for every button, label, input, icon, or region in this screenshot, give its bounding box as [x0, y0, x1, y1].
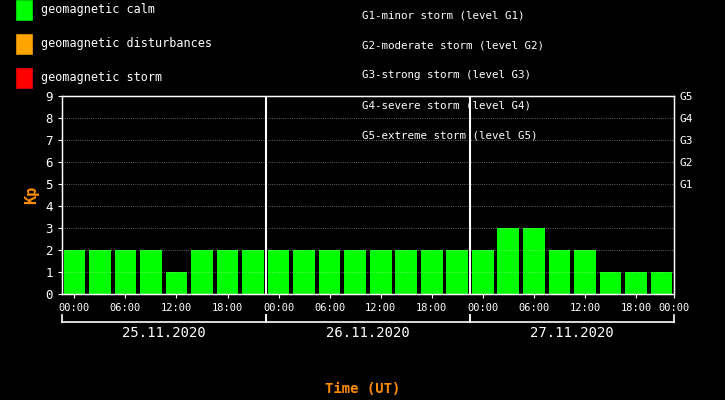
Bar — [395, 250, 417, 294]
Text: Time (UT): Time (UT) — [325, 382, 400, 396]
Text: 25.11.2020: 25.11.2020 — [122, 326, 206, 340]
Bar — [115, 250, 136, 294]
Text: geomagnetic storm: geomagnetic storm — [41, 72, 162, 84]
Text: G1-minor storm (level G1): G1-minor storm (level G1) — [362, 10, 525, 20]
Bar — [64, 250, 86, 294]
Text: geomagnetic calm: geomagnetic calm — [41, 4, 155, 16]
Bar — [268, 250, 289, 294]
Bar — [625, 272, 647, 294]
Bar — [140, 250, 162, 294]
Text: G2-moderate storm (level G2): G2-moderate storm (level G2) — [362, 40, 544, 50]
Bar — [89, 250, 111, 294]
Bar — [497, 228, 519, 294]
Bar — [472, 250, 494, 294]
Bar — [523, 228, 544, 294]
Bar — [421, 250, 442, 294]
Text: geomagnetic disturbances: geomagnetic disturbances — [41, 38, 212, 50]
Bar — [217, 250, 239, 294]
Bar — [574, 250, 596, 294]
Bar — [600, 272, 621, 294]
Bar — [549, 250, 571, 294]
Text: G4-severe storm (level G4): G4-severe storm (level G4) — [362, 100, 531, 110]
Bar — [191, 250, 213, 294]
Bar — [294, 250, 315, 294]
Text: G5-extreme storm (level G5): G5-extreme storm (level G5) — [362, 130, 538, 140]
Bar — [319, 250, 341, 294]
Bar — [650, 272, 672, 294]
Bar — [447, 250, 468, 294]
Bar — [242, 250, 264, 294]
Text: 27.11.2020: 27.11.2020 — [530, 326, 614, 340]
Text: G3-strong storm (level G3): G3-strong storm (level G3) — [362, 70, 531, 80]
Bar — [165, 272, 187, 294]
Bar — [370, 250, 392, 294]
Text: 26.11.2020: 26.11.2020 — [326, 326, 410, 340]
Bar — [344, 250, 366, 294]
Y-axis label: Kp: Kp — [25, 186, 40, 204]
